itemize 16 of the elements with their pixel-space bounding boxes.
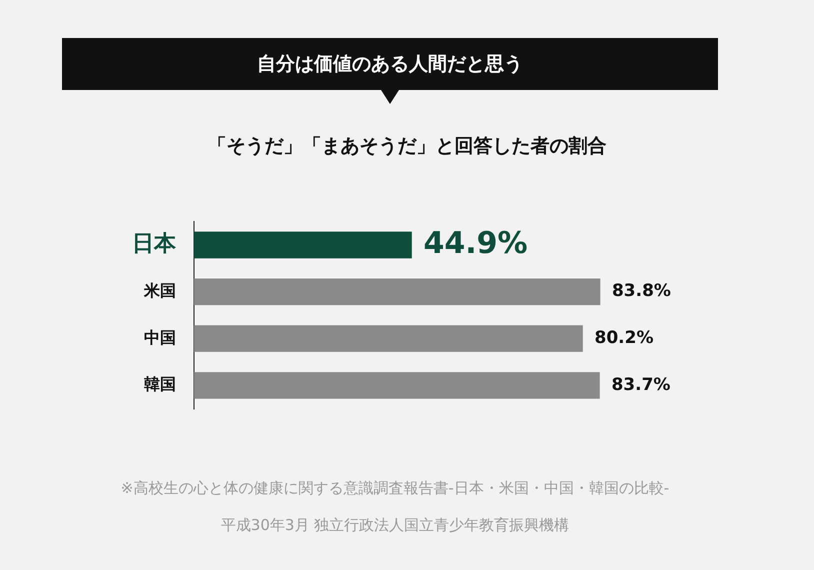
bar <box>194 325 583 352</box>
data-label: 83.7% <box>611 374 670 395</box>
text: ※高校生の心と体の健康に関する意識調査報告書-日本・米国・中国・韓国の比較- <box>120 478 670 499</box>
chart-title: 自分は価値のある人間だと思う <box>62 38 718 90</box>
text: 平成30年3月 独立行政法人国立青少年教育振興機構 <box>220 515 570 536</box>
y-tick-label: 日本 <box>132 232 177 257</box>
bar <box>194 278 600 306</box>
chart-subtitle: 「そうだ」「まあそうだ」と回答した者の割合 <box>206 134 608 159</box>
bar <box>194 232 412 258</box>
y-tick-label: 韓国 <box>144 374 176 394</box>
data-label: 83.8% <box>612 281 671 302</box>
y-tick-label: 米国 <box>143 280 176 300</box>
y-tick-label: 中国 <box>144 328 176 347</box>
data-label: 80.2% <box>594 328 654 348</box>
data-label: 44.9% <box>424 226 528 261</box>
bar <box>194 372 600 399</box>
